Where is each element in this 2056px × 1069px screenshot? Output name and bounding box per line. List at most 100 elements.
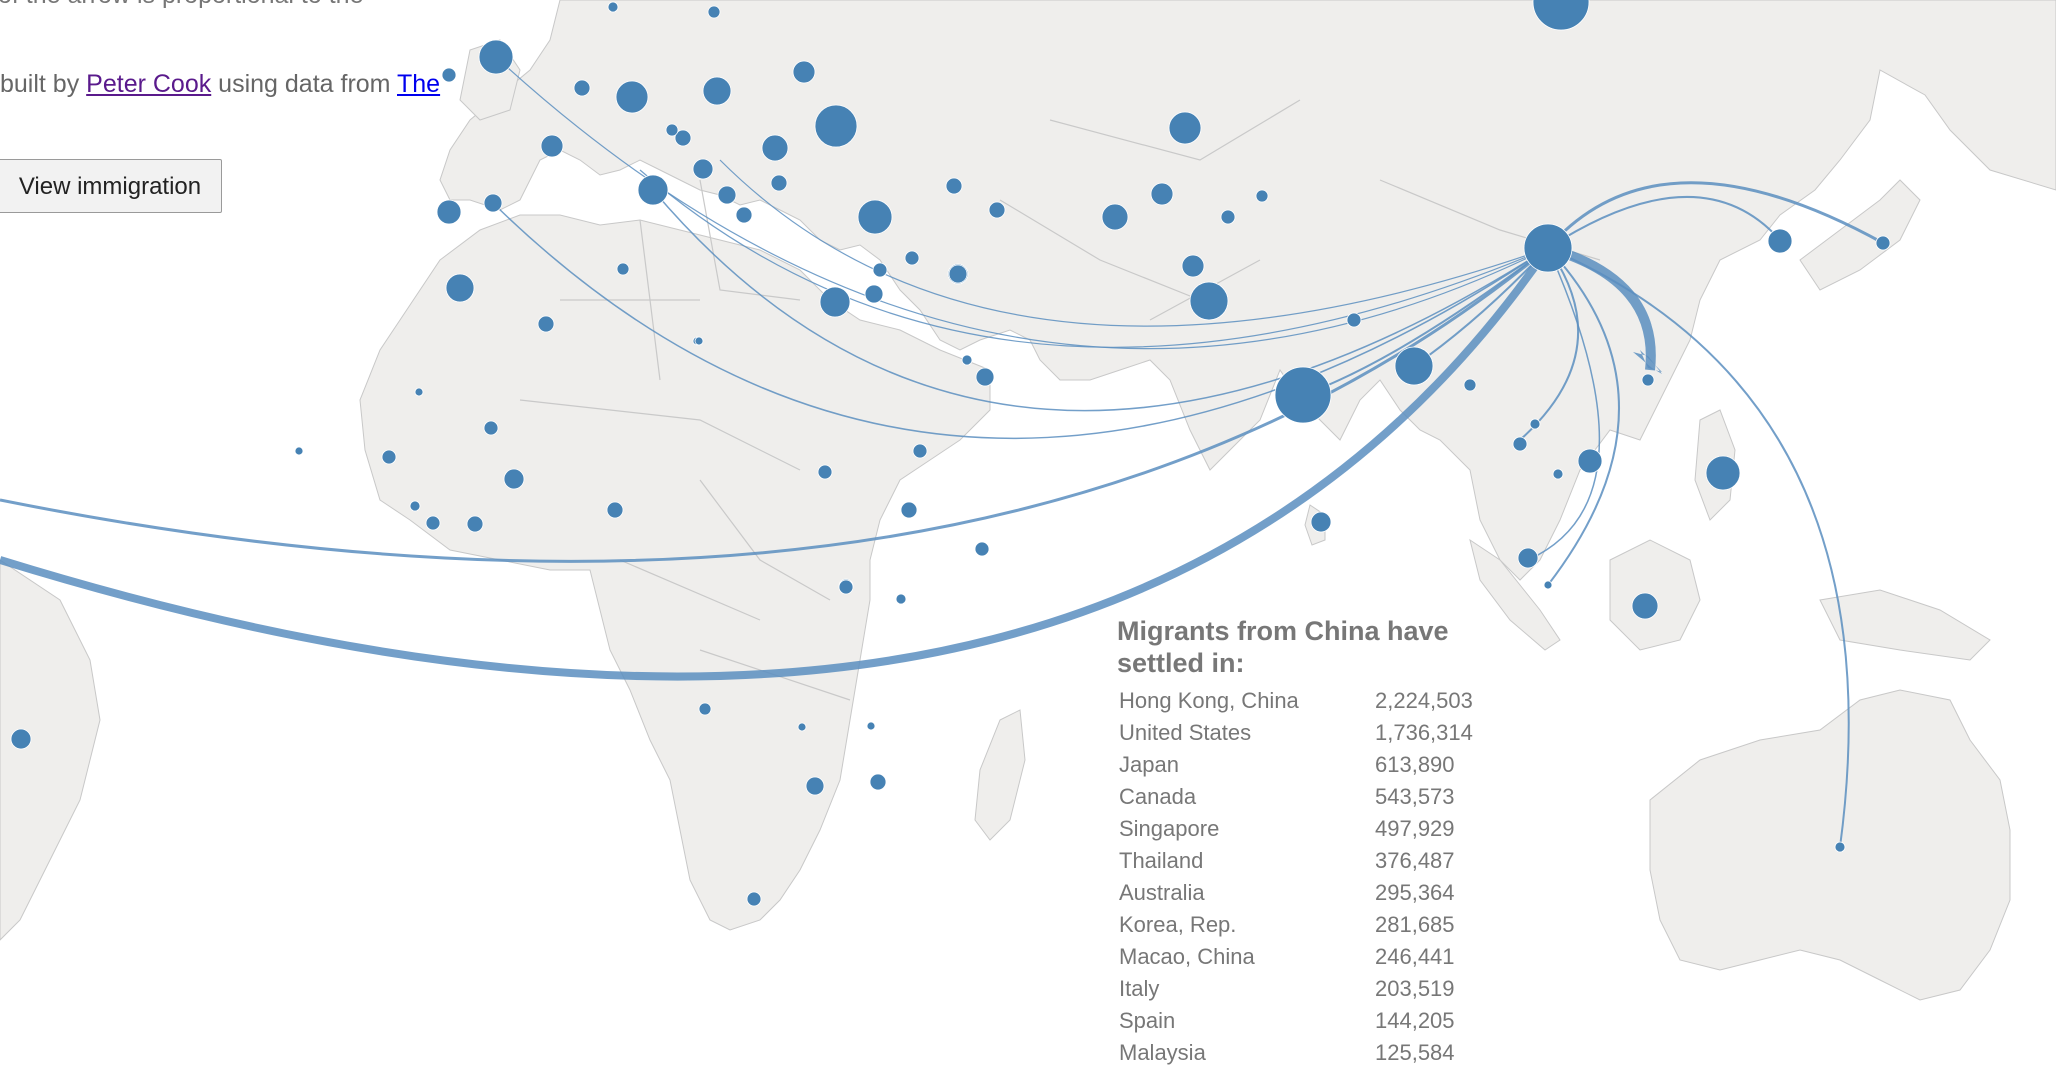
migrant-count: 543,573 xyxy=(1375,784,1455,809)
bubble-indonesia xyxy=(1631,592,1659,620)
bubble-yemen xyxy=(975,367,995,387)
table-row: Japan 613,890 xyxy=(1117,749,1495,781)
bubble-japan xyxy=(1875,235,1891,251)
country-name: Spain xyxy=(1119,1008,1176,1033)
bubble-italy xyxy=(637,174,669,206)
source-link[interactable]: The xyxy=(397,70,441,98)
arc-japan xyxy=(1546,181,1884,249)
bubble-jordan xyxy=(864,284,884,304)
bubble-germany xyxy=(615,80,649,114)
bubble-tanzania xyxy=(895,593,907,605)
bubble-china xyxy=(1523,223,1573,273)
bubble-finland xyxy=(607,1,619,13)
arc-korea xyxy=(1547,195,1781,249)
arc-us-1 xyxy=(0,246,1549,563)
tooltip-title: Migrants from China have settled in: xyxy=(1117,616,1449,678)
intro-line-1: of the arrow is proportional to the xyxy=(0,0,363,12)
migrant-count: 125,584 xyxy=(1375,1040,1455,1065)
country-name: Thailand xyxy=(1119,848,1204,873)
credits-prefix: built by xyxy=(0,70,87,98)
arc-italy xyxy=(652,189,1549,412)
bubble-syria xyxy=(904,250,920,266)
arc-australia xyxy=(1547,247,1850,848)
bubble-iran xyxy=(1101,203,1129,231)
bubble-uk xyxy=(478,39,514,75)
migrant-count: 203,519 xyxy=(1375,976,1455,1001)
bubble-ethiopia xyxy=(912,443,928,459)
bubble-iraq xyxy=(948,264,968,284)
country-name: Singapore xyxy=(1119,816,1220,841)
arc-france xyxy=(639,169,1549,348)
bubble-romania xyxy=(761,134,789,162)
migrant-count: 1,736,314 xyxy=(1375,720,1473,745)
bubble-korea xyxy=(1767,228,1793,254)
australia-land xyxy=(1649,689,2011,1001)
bubble-hungary xyxy=(717,185,737,205)
bubble-somalia xyxy=(961,354,973,366)
table-row: Canada 543,573 xyxy=(1117,781,1495,813)
bubble-mali xyxy=(414,387,424,397)
bubble-nigeria xyxy=(606,501,624,519)
arc-singapore xyxy=(1547,247,1620,586)
bubble-burkina xyxy=(483,420,499,436)
table-row: United States 1,736,314 xyxy=(1117,717,1495,749)
bubble-kenya xyxy=(974,541,990,557)
country-name: Macao, China xyxy=(1119,944,1255,969)
bubble-zambia xyxy=(797,722,807,732)
migrants-tooltip: Migrants from China have settled in: Hon… xyxy=(1117,615,1517,1069)
arc-germany xyxy=(719,159,1549,327)
bubble-zimbabwe xyxy=(805,776,825,796)
bubble-singapore xyxy=(1543,580,1553,590)
bubble-uzbekistan xyxy=(1150,182,1174,206)
table-row: Thailand 376,487 xyxy=(1117,845,1495,877)
table-row: Singapore 497,929 xyxy=(1117,813,1495,845)
bubble-uganda xyxy=(838,579,854,595)
south-america-land xyxy=(0,559,101,941)
bubble-sudan xyxy=(817,464,833,480)
bubble-india xyxy=(1274,366,1332,424)
table-row: Spain 144,205 xyxy=(1117,1005,1495,1037)
table-row: Korea, Rep. 281,685 xyxy=(1117,909,1495,941)
bubble-vietnam xyxy=(1577,448,1603,474)
bubble-south-africa xyxy=(746,891,762,907)
bubble-belarus xyxy=(792,60,816,84)
bubble-myanmar xyxy=(1463,378,1477,392)
madagascar-land xyxy=(974,709,1026,841)
bubble-czech xyxy=(665,123,679,137)
bubble-senegal xyxy=(381,449,397,465)
bubble-poland xyxy=(702,76,732,106)
country-name: Australia xyxy=(1119,880,1205,905)
bubble-austria xyxy=(692,158,714,180)
table-row: Macao, China 246,441 xyxy=(1117,941,1495,973)
bubble-sweden xyxy=(707,5,721,19)
bubble-egypt xyxy=(819,286,851,318)
bubble-australia xyxy=(1834,841,1846,853)
migrant-count: 2,224,503 xyxy=(1375,688,1473,713)
bubble-georgia xyxy=(945,177,963,195)
bubble-morocco xyxy=(445,273,475,303)
bubble-pakistan xyxy=(1189,281,1229,321)
bubble-ireland xyxy=(441,67,457,83)
bubble-lebanon xyxy=(872,262,888,278)
bubble-ukraine xyxy=(814,104,858,148)
view-immigration-button[interactable]: View immigration xyxy=(0,159,222,213)
arc-spain xyxy=(492,202,1549,440)
bubble-malawi xyxy=(866,721,876,731)
bubble-spain xyxy=(436,199,462,225)
bubble-cambodia xyxy=(1552,468,1564,480)
table-row: Hong Kong, China 2,224,503 xyxy=(1117,685,1495,717)
hongkong-arrowhead xyxy=(1633,350,1662,374)
migrant-count: 281,685 xyxy=(1375,912,1455,937)
country-name: Hong Kong, China xyxy=(1119,688,1299,713)
bubble-greece xyxy=(735,206,753,224)
migrant-count: 246,441 xyxy=(1375,944,1455,969)
bubble-kazakhstan xyxy=(1168,111,1202,145)
bubble-france xyxy=(540,134,564,158)
country-name: Italy xyxy=(1119,976,1160,1001)
table-row: Italy 203,519 xyxy=(1117,973,1495,1005)
author-link[interactable]: Peter Cook xyxy=(86,70,212,98)
country-name: Canada xyxy=(1119,784,1197,809)
bubble-hongkong xyxy=(1641,373,1655,387)
bubble-tajik xyxy=(1220,209,1236,225)
